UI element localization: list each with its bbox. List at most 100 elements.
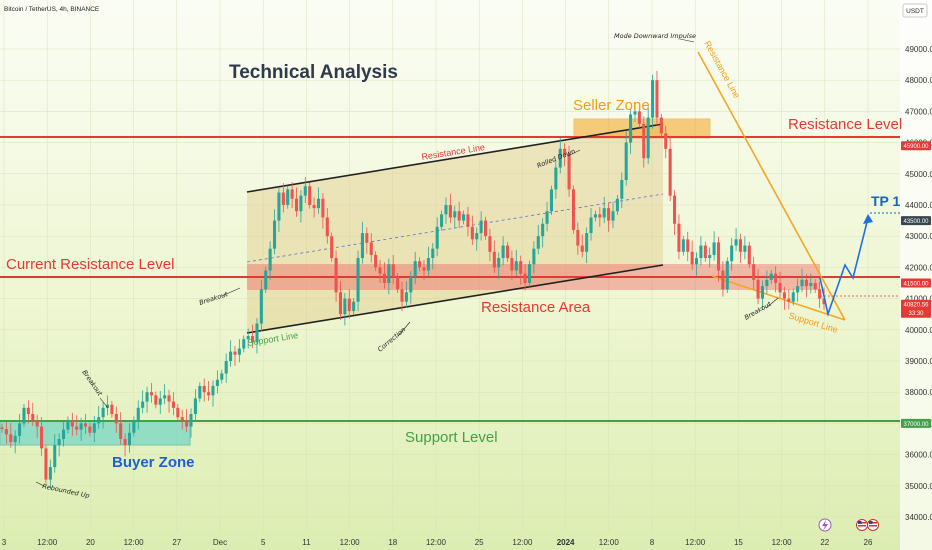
currency-label: USDT [906,8,924,15]
y-tick-label: 36000.00 [905,451,932,460]
candle-body [101,407,105,418]
candle-body [83,423,88,427]
x-tick-label: 12:00 [685,538,706,547]
candle-body [532,248,536,265]
candle-body [523,273,527,283]
x-tick-label: 27 [172,538,181,547]
price-tags: 45900.00 43500.00 41500.00 40820.56 33:30 370… [901,141,931,428]
candle-body [202,385,206,393]
x-tick-label: 8 [650,538,655,547]
candle-body [171,401,175,408]
price-axis-background [900,0,932,550]
candle-body [220,373,224,380]
candle-body [13,435,17,443]
candle-body [57,439,61,446]
price-tag-value: 45900.00 [903,144,929,150]
candle-body [470,226,474,240]
candle-body [426,258,430,271]
wedge-resistance-line [697,51,846,321]
candle-body [294,198,299,212]
candle-body [211,385,215,396]
candle-body [4,429,8,435]
candle-body [488,236,492,252]
price-tag-value: 41500.00 [903,282,929,288]
candle-body [114,414,118,424]
candle-body [796,286,800,293]
y-tick-label: 48000.00 [905,76,932,85]
y-tick-label: 35000.00 [905,482,932,491]
price-tag-resistance [901,141,931,151]
candle-body [145,392,149,402]
candle-body [554,167,558,190]
flag-icon[interactable] [867,519,879,531]
candle-body [9,434,13,443]
annotation-impulse: Mode Downward Impulse [614,32,696,43]
candle-body [185,420,189,427]
candle-body [479,220,483,234]
candle-body [721,270,725,290]
x-tick-label: Dec [213,538,227,547]
candle-body [312,205,316,209]
candle-body [576,229,580,246]
candle-body [141,401,145,408]
candle-body [132,420,136,433]
candle-body [435,226,439,249]
price-tag-tp [901,216,931,226]
y-tick-label: 41000.00 [905,295,932,304]
channel-resistance-line [246,123,664,193]
candle-body [738,239,743,252]
candle-body [88,426,92,433]
price-tag-resistance [901,278,931,288]
time-axis[interactable]: 3 12:00 20 12:00 27 Dec 5 11 12:00 18 12:00 25 12:00… [2,538,873,547]
candle-body [26,407,30,415]
candle-body [31,414,35,421]
candle-body [716,242,721,271]
currency-badge[interactable]: USDT [902,3,928,18]
candle-body [391,264,395,277]
candle-body [598,214,602,218]
candle-body [703,245,707,259]
x-tick-label: 12:00 [340,538,361,547]
candle-body [374,254,378,268]
candle-body [79,423,83,430]
candle-body [400,289,404,302]
candle-body [189,414,193,427]
x-tick-label: 12:00 [772,538,793,547]
candle-body [325,217,329,237]
x-tick-label: 12:00 [426,538,447,547]
candle-body [791,292,795,302]
candle-body [176,407,180,418]
candle-body [620,180,624,199]
candle-body [35,420,39,427]
y-tick-label: 40000.00 [905,326,932,335]
candle-body [123,439,127,446]
candle-body [475,233,479,240]
candle-body [343,298,347,315]
resistance-level-label: Resistance Level [788,116,902,133]
candle-body [404,292,408,302]
candle-body [352,301,356,312]
candle-body [730,245,734,262]
candle-body [813,283,817,290]
candle-body [92,423,96,433]
x-tick-label: 18 [388,538,397,547]
candle-body [800,279,804,287]
candle-body [365,233,369,243]
candle-body [659,117,663,134]
flag-icon[interactable] [856,519,868,531]
candle-body [119,423,123,439]
y-tick-label: 38000.00 [905,388,932,397]
y-tick-label: 42000.00 [905,263,932,272]
candle-body [136,407,140,421]
candle-body [22,407,26,424]
x-tick-label: 25 [475,538,484,547]
candle-body [418,261,422,268]
candle-body [338,292,343,315]
candle-body [272,220,277,249]
candle-body [444,205,448,215]
candle-body [303,186,307,196]
candle-body [585,233,589,252]
candle-body [633,111,637,115]
lightning-icon[interactable] [818,518,832,532]
